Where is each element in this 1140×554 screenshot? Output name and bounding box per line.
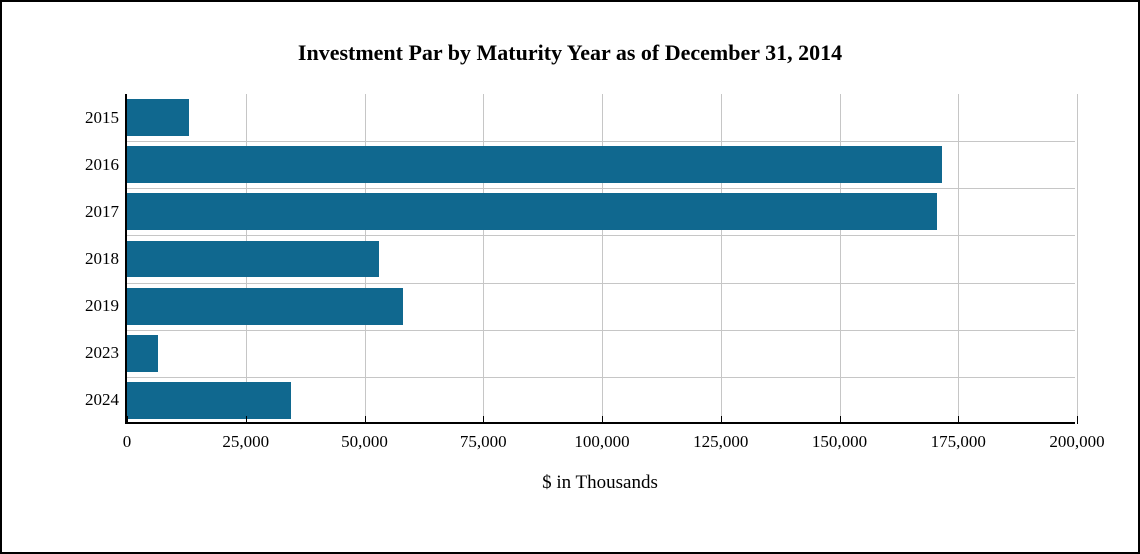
x-tick bbox=[958, 416, 959, 424]
y-tick-label: 2023 bbox=[85, 343, 127, 363]
gridline-horizontal bbox=[127, 235, 1075, 236]
x-tick bbox=[602, 416, 603, 424]
chart-title: Investment Par by Maturity Year as of De… bbox=[42, 40, 1098, 66]
gridline-horizontal bbox=[127, 330, 1075, 331]
y-tick-label: 2024 bbox=[85, 390, 127, 410]
x-tick bbox=[246, 416, 247, 424]
gridline-vertical bbox=[483, 94, 484, 422]
bar bbox=[127, 146, 942, 183]
x-tick bbox=[483, 416, 484, 424]
x-tick bbox=[1077, 416, 1078, 424]
x-tick-label: 100,000 bbox=[574, 422, 629, 452]
chart-container: Investment Par by Maturity Year as of De… bbox=[0, 0, 1140, 554]
gridline-vertical bbox=[958, 94, 959, 422]
bar bbox=[127, 193, 937, 230]
y-tick-label: 2018 bbox=[85, 249, 127, 269]
gridline-horizontal bbox=[127, 377, 1075, 378]
x-tick bbox=[127, 416, 128, 424]
plot-area: 025,00050,00075,000100,000125,000150,000… bbox=[125, 94, 1075, 424]
gridline-vertical bbox=[840, 94, 841, 422]
x-tick bbox=[840, 416, 841, 424]
x-tick-label: 25,000 bbox=[222, 422, 269, 452]
gridline-horizontal bbox=[127, 283, 1075, 284]
bar bbox=[127, 382, 291, 419]
gridline-horizontal bbox=[127, 188, 1075, 189]
x-tick-label: 125,000 bbox=[693, 422, 748, 452]
gridline-vertical bbox=[1077, 94, 1078, 422]
x-tick-label: 50,000 bbox=[341, 422, 388, 452]
y-tick-label: 2015 bbox=[85, 108, 127, 128]
y-tick-label: 2016 bbox=[85, 155, 127, 175]
x-tick bbox=[365, 416, 366, 424]
gridline-vertical bbox=[721, 94, 722, 422]
x-tick-label: 175,000 bbox=[931, 422, 986, 452]
bar bbox=[127, 241, 379, 278]
x-tick-label: 0 bbox=[123, 422, 132, 452]
bar bbox=[127, 335, 158, 372]
x-tick bbox=[721, 416, 722, 424]
bar bbox=[127, 288, 403, 325]
y-tick-label: 2017 bbox=[85, 202, 127, 222]
x-tick-label: 75,000 bbox=[460, 422, 507, 452]
gridline-horizontal bbox=[127, 141, 1075, 142]
x-tick-label: 150,000 bbox=[812, 422, 867, 452]
x-tick-label: 200,000 bbox=[1049, 422, 1104, 452]
bar bbox=[127, 99, 189, 136]
y-tick-label: 2019 bbox=[85, 296, 127, 316]
x-axis-title: $ in Thousands bbox=[125, 472, 1075, 494]
chart-wrap: 0 25,000 50,000 75,000 100,000 125,000 150,000… bbox=[65, 94, 1075, 494]
gridline-vertical bbox=[602, 94, 603, 422]
